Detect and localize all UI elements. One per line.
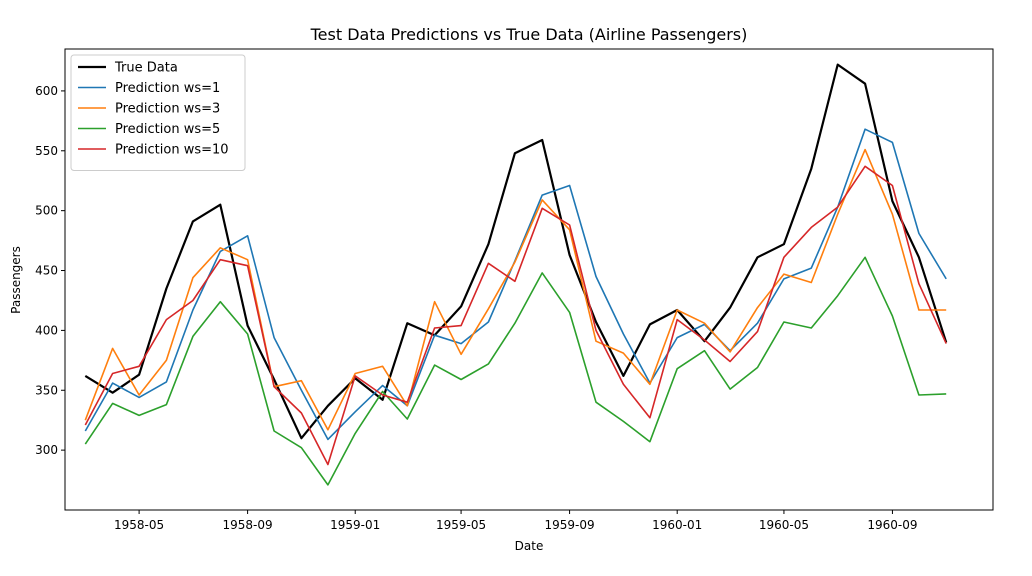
x-tick-label: 1958-09 bbox=[223, 518, 273, 532]
x-tick-label: 1960-09 bbox=[867, 518, 917, 532]
x-axis: 1958-05 1958-09 1959-01 1959-05 1959-09 1960-… bbox=[114, 510, 918, 532]
y-tick-label: 400 bbox=[35, 323, 58, 337]
plot-area bbox=[84, 63, 948, 486]
y-axis-label: Passengers bbox=[9, 246, 23, 314]
plot-frame bbox=[64, 48, 994, 511]
x-tick-label: 1960-05 bbox=[759, 518, 809, 532]
chart-title: Test Data Predictions vs True Data (Airl… bbox=[310, 25, 748, 44]
legend-box bbox=[70, 54, 246, 171]
series-line-4 bbox=[84, 165, 947, 466]
legend-label-1: Prediction ws=1 bbox=[115, 81, 220, 96]
series-line-2 bbox=[84, 148, 947, 431]
y-tick-label: 500 bbox=[35, 204, 58, 218]
legend-label-4: Prediction ws=10 bbox=[115, 143, 229, 158]
y-tick-label: 350 bbox=[35, 383, 58, 397]
x-tick-label: 1960-01 bbox=[652, 518, 702, 532]
y-tick-label: 600 bbox=[35, 84, 58, 98]
legend-label-0: True Data bbox=[114, 61, 178, 76]
y-axis: 300 350 400 450 500 550 600 bbox=[35, 84, 65, 457]
x-tick-label: 1958-05 bbox=[114, 518, 164, 532]
y-tick-label: 450 bbox=[35, 264, 58, 278]
legend-label-2: Prediction ws=3 bbox=[115, 102, 220, 117]
legend: True Data Prediction ws=1 Prediction ws=3 P… bbox=[70, 54, 246, 171]
y-tick-label: 550 bbox=[35, 144, 58, 158]
legend-label-3: Prediction ws=5 bbox=[115, 122, 220, 137]
x-axis-label: Date bbox=[515, 539, 544, 553]
x-tick-label: 1959-01 bbox=[330, 518, 380, 532]
series-line-0 bbox=[84, 63, 948, 440]
x-tick-label: 1959-05 bbox=[436, 518, 486, 532]
x-tick-label: 1959-09 bbox=[545, 518, 595, 532]
y-tick-label: 300 bbox=[35, 443, 58, 457]
series-line-3 bbox=[84, 256, 947, 486]
